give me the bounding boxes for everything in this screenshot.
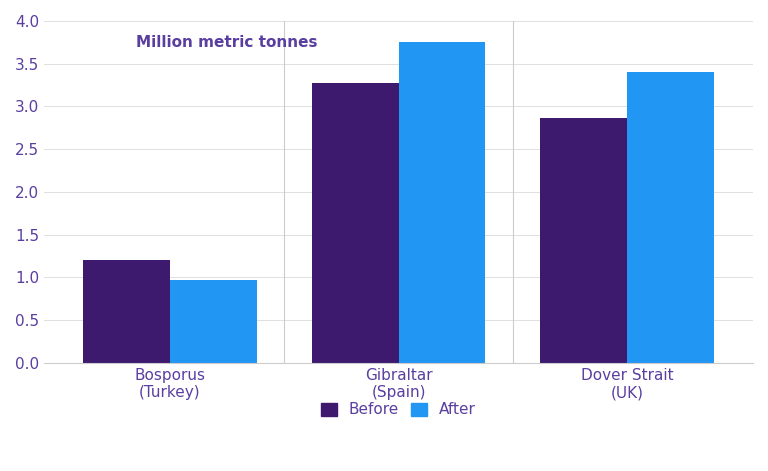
Bar: [541, 118, 627, 363]
Bar: [170, 280, 257, 363]
Bar: [627, 72, 714, 363]
Bar: [312, 83, 399, 363]
Bar: [83, 260, 170, 363]
Text: Million metric tonnes: Million metric tonnes: [136, 35, 318, 49]
Legend: Before, After: Before, After: [316, 397, 482, 423]
Bar: [399, 41, 485, 363]
